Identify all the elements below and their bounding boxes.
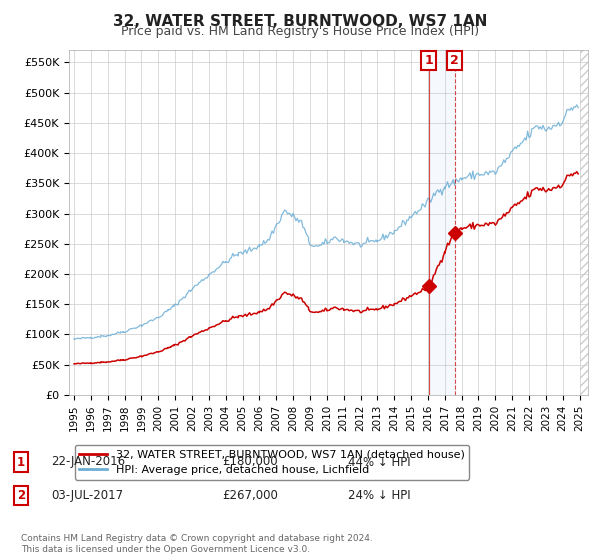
Text: 1: 1 (17, 455, 25, 469)
Legend: 32, WATER STREET, BURNTWOOD, WS7 1AN (detached house), HPI: Average price, detac: 32, WATER STREET, BURNTWOOD, WS7 1AN (de… (74, 445, 469, 479)
Text: 2: 2 (17, 489, 25, 502)
Text: 32, WATER STREET, BURNTWOOD, WS7 1AN: 32, WATER STREET, BURNTWOOD, WS7 1AN (113, 14, 487, 29)
Text: 44% ↓ HPI: 44% ↓ HPI (348, 455, 410, 469)
Text: Price paid vs. HM Land Registry's House Price Index (HPI): Price paid vs. HM Land Registry's House … (121, 25, 479, 38)
Text: £267,000: £267,000 (222, 489, 278, 502)
Text: Contains HM Land Registry data © Crown copyright and database right 2024.
This d: Contains HM Land Registry data © Crown c… (21, 534, 373, 554)
Text: £180,000: £180,000 (222, 455, 278, 469)
Bar (429, 50, 455, 395)
Bar (580, 50, 596, 395)
Text: 1: 1 (425, 54, 433, 67)
Text: 03-JUL-2017: 03-JUL-2017 (51, 489, 123, 502)
Text: 2: 2 (450, 54, 459, 67)
Text: 22-JAN-2016: 22-JAN-2016 (51, 455, 125, 469)
Text: 24% ↓ HPI: 24% ↓ HPI (348, 489, 410, 502)
